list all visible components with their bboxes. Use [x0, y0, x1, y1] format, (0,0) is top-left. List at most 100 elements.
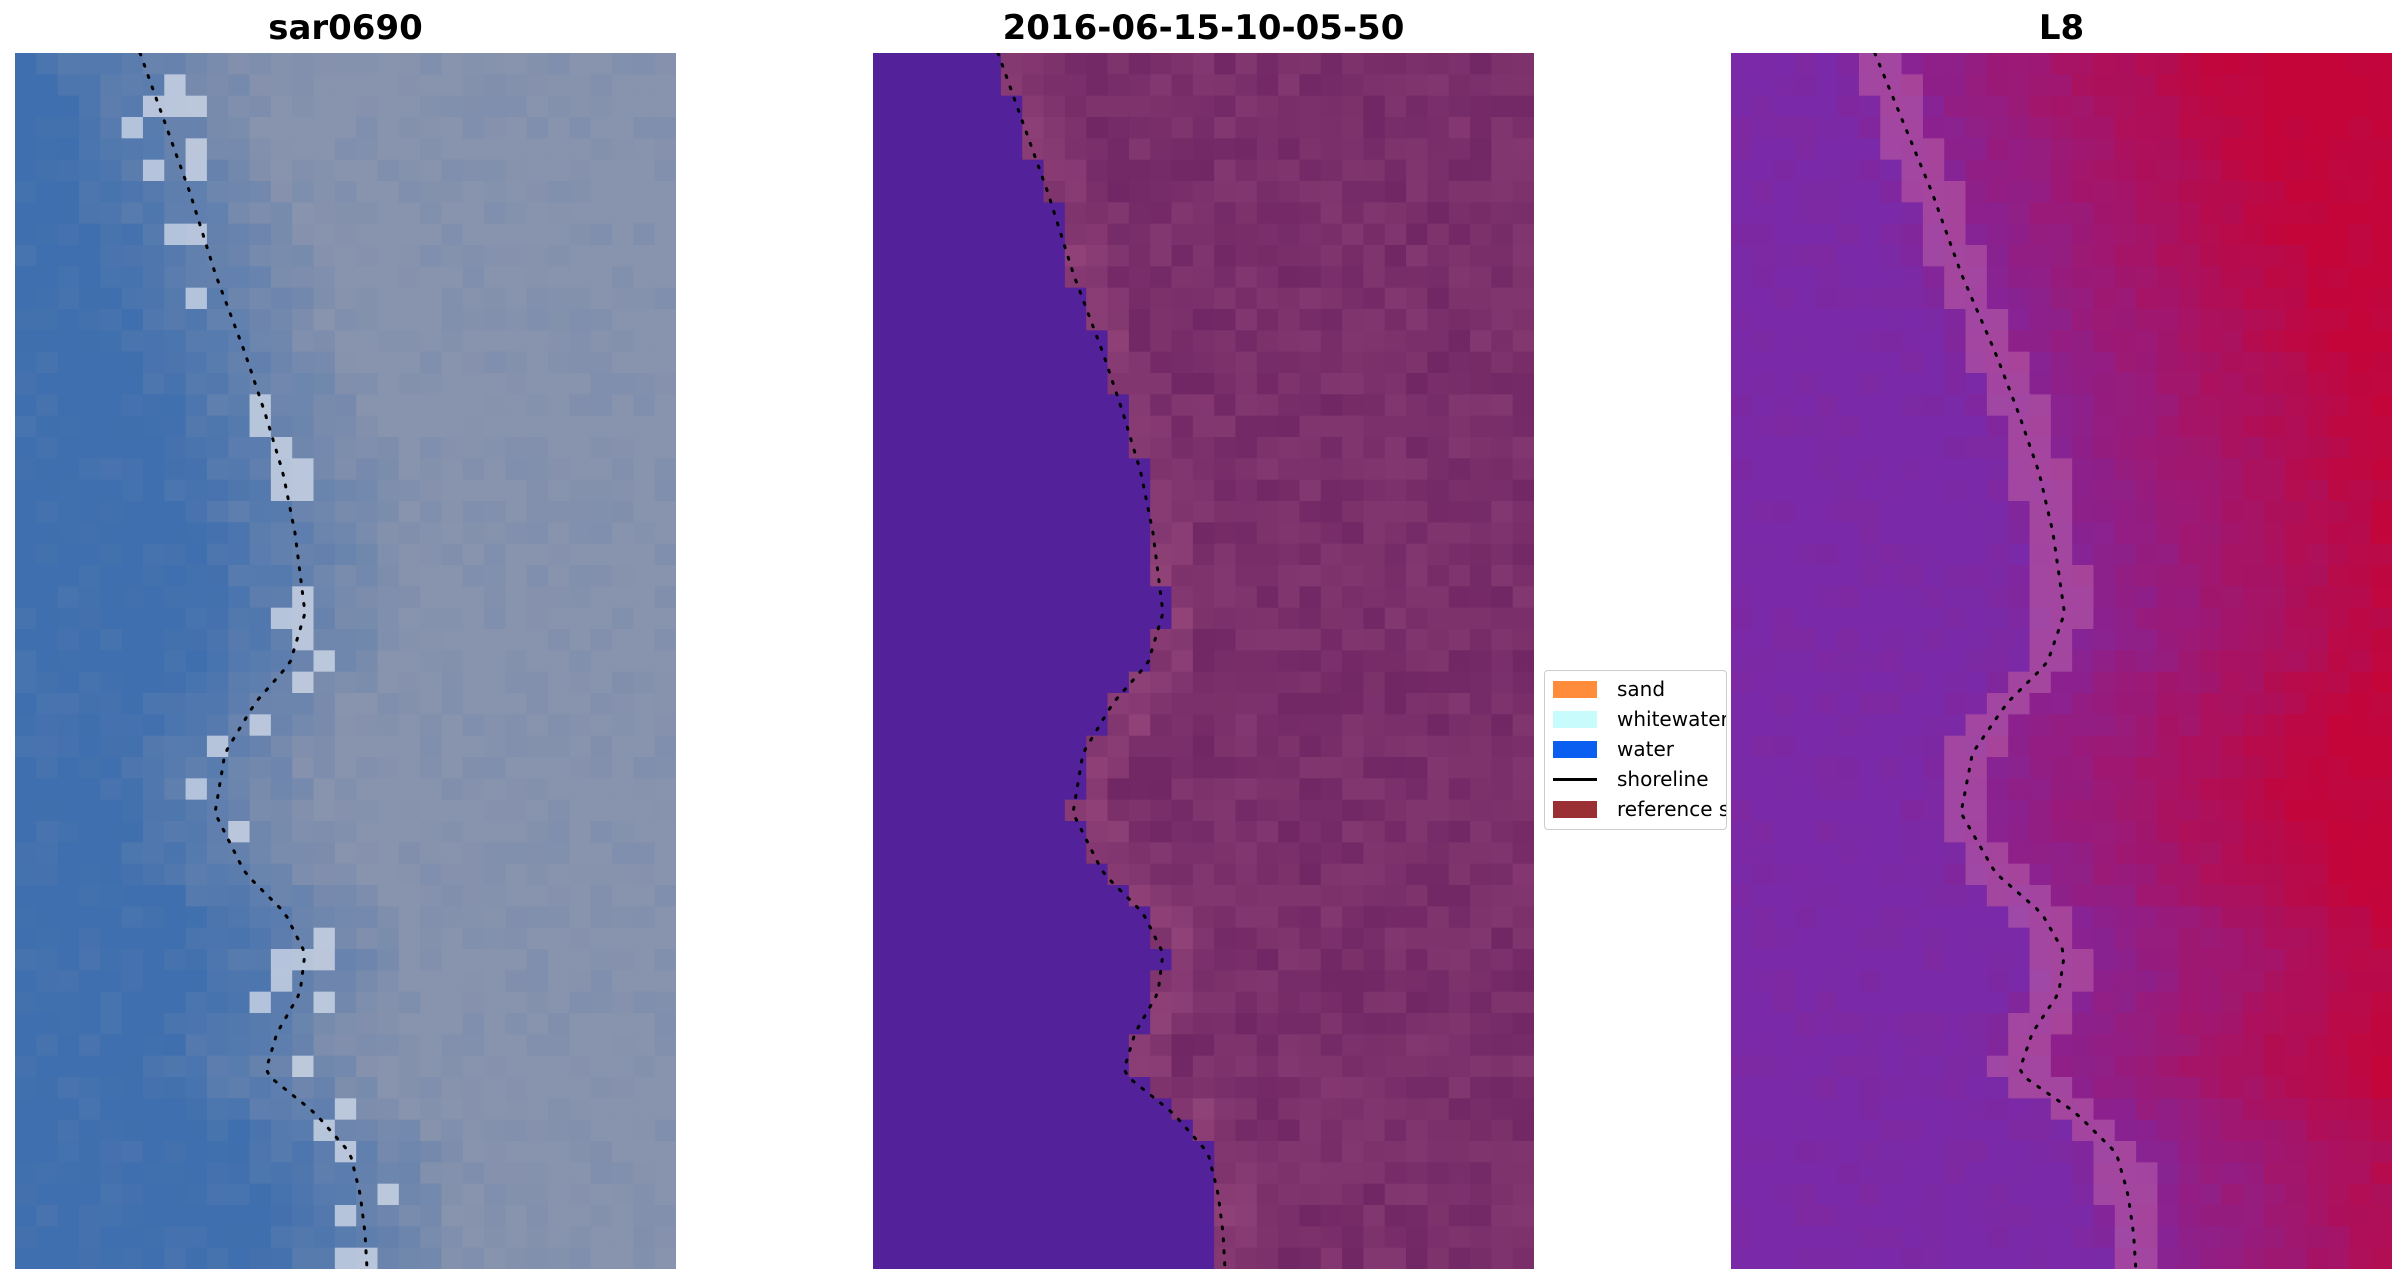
raster-pixel — [2178, 245, 2201, 267]
raster-pixel — [1986, 394, 2009, 417]
raster-pixel — [1794, 970, 1817, 993]
raster-pixel — [633, 181, 656, 203]
raster-pixel — [548, 1119, 570, 1142]
raster-pixel — [142, 223, 165, 246]
raster-pixel — [958, 330, 981, 353]
raster-pixel — [1320, 479, 1343, 502]
raster-pixel — [2072, 1034, 2095, 1057]
raster-pixel — [2029, 629, 2052, 651]
raster-pixel — [1965, 629, 1988, 651]
raster-pixel — [873, 202, 895, 225]
raster-pixel — [894, 522, 917, 545]
raster-pixel — [1022, 778, 1045, 801]
raster-pixel — [185, 1013, 208, 1035]
raster-pixel — [441, 266, 464, 289]
raster-pixel — [1922, 650, 1945, 673]
raster-pixel — [2114, 543, 2137, 566]
raster-pixel — [1470, 1247, 1492, 1269]
raster-pixel — [894, 1034, 917, 1057]
raster-pixel — [15, 1119, 37, 1142]
raster-pixel — [1470, 586, 1492, 609]
raster-pixel — [1086, 565, 1109, 587]
raster-pixel — [873, 799, 895, 822]
raster-pixel — [1752, 394, 1775, 417]
raster-pixel — [654, 1034, 676, 1057]
raster-pixel — [1256, 53, 1279, 75]
raster-pixel — [2285, 842, 2308, 865]
raster-pixel — [1064, 202, 1087, 225]
raster-pixel — [377, 202, 400, 225]
raster-pixel — [121, 1013, 144, 1035]
raster-pixel — [1086, 53, 1109, 75]
raster-pixel — [2200, 970, 2223, 993]
raster-pixel — [2221, 266, 2244, 289]
raster-pixel — [654, 778, 676, 801]
raster-pixel — [936, 991, 959, 1014]
raster-pixel — [1086, 650, 1109, 673]
raster-pixel — [2200, 159, 2223, 182]
raster-pixel — [2114, 159, 2137, 182]
raster-pixel — [979, 1055, 1002, 1078]
raster-pixel — [2242, 245, 2265, 267]
raster-pixel — [1752, 842, 1775, 865]
raster-pixel — [1128, 53, 1151, 75]
raster-pixel — [505, 949, 528, 971]
raster-pixel — [2072, 842, 2095, 865]
raster-pixel — [2029, 863, 2052, 886]
raster-pixel — [1128, 287, 1151, 310]
raster-pixel — [377, 330, 400, 353]
raster-pixel — [100, 991, 123, 1014]
raster-pixel — [484, 373, 507, 395]
raster-pixel — [1235, 394, 1258, 417]
raster-pixel — [1150, 671, 1173, 694]
raster-pixel — [2264, 543, 2286, 566]
raster-pixel — [2285, 95, 2308, 118]
raster-pixel — [936, 586, 959, 609]
raster-pixel — [15, 458, 37, 481]
raster-pixel — [1491, 245, 1514, 267]
raster-pixel — [1752, 586, 1775, 609]
raster-pixel — [1171, 778, 1194, 801]
raster-pixel — [548, 522, 570, 545]
raster-pixel — [1086, 117, 1109, 139]
raster-pixel — [1922, 415, 1945, 438]
raster-pixel — [164, 138, 187, 161]
raster-pixel — [2306, 415, 2329, 438]
raster-pixel — [1986, 607, 2009, 630]
raster-pixel — [313, 501, 336, 523]
raster-pixel — [1512, 778, 1534, 801]
raster-pixel — [377, 437, 400, 459]
raster-pixel — [313, 885, 336, 907]
raster-pixel — [1107, 714, 1130, 737]
raster-pixel — [1342, 309, 1365, 331]
raster-pixel — [484, 693, 507, 715]
raster-pixel — [1299, 330, 1322, 353]
raster-pixel — [377, 394, 400, 417]
raster-pixel — [2285, 671, 2308, 694]
raster-pixel — [78, 1119, 101, 1142]
raster-pixel — [936, 885, 959, 907]
raster-pixel — [78, 607, 101, 630]
raster-pixel — [2328, 757, 2350, 779]
raster-pixel — [505, 53, 528, 75]
raster-pixel — [185, 1141, 208, 1163]
raster-pixel — [1406, 650, 1428, 673]
raster-pixel — [57, 543, 80, 566]
raster-pixel — [36, 970, 59, 993]
raster-pixel — [2072, 927, 2095, 950]
raster-pixel — [1171, 863, 1194, 886]
raster-pixel — [377, 1119, 400, 1142]
raster-pixel — [1965, 181, 1988, 203]
raster-pixel — [590, 543, 613, 566]
raster-pixel — [1901, 522, 1924, 545]
raster-pixel — [1214, 245, 1237, 267]
raster-pixel — [612, 821, 634, 843]
raster-pixel — [1944, 95, 1967, 118]
raster-pixel — [441, 1162, 464, 1185]
raster-pixel — [2285, 735, 2308, 758]
raster-pixel — [548, 1055, 570, 1078]
raster-pixel — [1022, 1098, 1045, 1121]
raster-pixel — [2029, 927, 2052, 950]
raster-pixel — [1816, 607, 1839, 630]
raster-pixel — [1342, 1183, 1365, 1206]
